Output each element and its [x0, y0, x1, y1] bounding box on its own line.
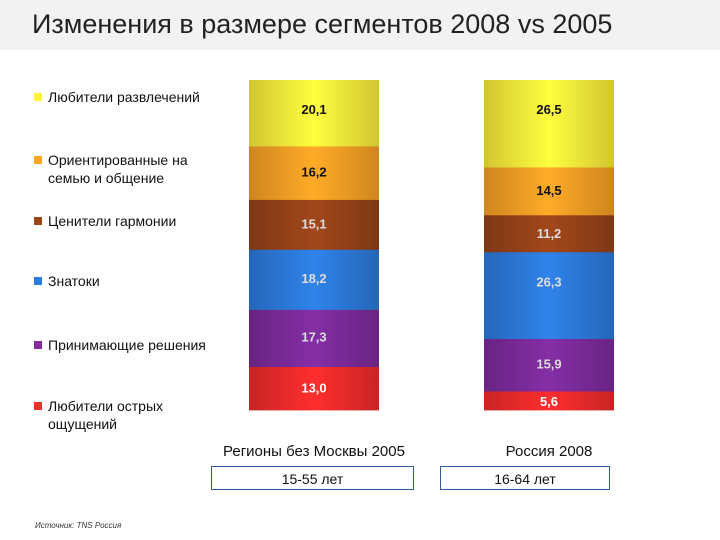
category-label: Регионы без Москвы 2005	[223, 443, 405, 460]
page-title: Изменения в размере сегментов 2008 vs 20…	[32, 9, 613, 39]
legend-swatch	[34, 277, 42, 285]
data-label: 11,2	[537, 226, 562, 241]
data-label: 18,2	[301, 271, 326, 286]
bar-segment	[484, 339, 614, 392]
bar-segment	[249, 367, 379, 411]
data-label: 26,3	[536, 274, 561, 289]
legend-swatch	[34, 341, 42, 349]
bar-segment	[249, 199, 379, 251]
bar-segment	[484, 167, 614, 216]
bar-segment	[249, 80, 379, 147]
data-label: 16,2	[301, 164, 326, 179]
data-label: 15,9	[536, 357, 561, 372]
data-label: 26,5	[536, 102, 561, 117]
data-label: 13,0	[301, 380, 326, 395]
data-label: 17,3	[301, 330, 326, 345]
age-range-box: 15-55 лет	[211, 466, 414, 490]
legend-swatch	[34, 402, 42, 410]
bar-segment	[484, 215, 614, 253]
legend-swatch	[34, 156, 42, 164]
legend-swatch	[34, 93, 42, 101]
legend-item: Принимающие решения	[34, 336, 224, 354]
bar-segment	[249, 249, 379, 311]
legend-item: Ценители гармонии	[34, 212, 224, 230]
bar-segment	[249, 146, 379, 201]
legend-label: Знатоки	[48, 273, 100, 289]
data-label: 14,5	[536, 183, 561, 198]
legend-item: Знатоки	[34, 272, 224, 290]
legend-item: Любители острых ощущений	[34, 397, 224, 433]
legend-label: Ориентированные на семью и общение	[48, 152, 188, 186]
legend-item: Любители развлечений	[34, 88, 224, 106]
bar-segment	[484, 80, 614, 168]
legend-item: Ориентированные на семью и общение	[34, 151, 224, 187]
legend-label: Любители острых ощущений	[48, 398, 164, 432]
legend-label: Ценители гармонии	[48, 213, 177, 229]
stacked-bar-chart: 20,1 16,2 15,1 18,2 17,3 13,0 26,5 14,5 11,2 26,3…	[249, 80, 614, 411]
bar-segment	[484, 391, 614, 411]
legend-swatch	[34, 217, 42, 225]
source-note: Источник: TNS Россия	[35, 521, 122, 530]
legend-label: Принимающие решения	[48, 337, 206, 353]
data-label: 20,1	[301, 102, 326, 117]
bar-segment	[249, 309, 379, 368]
category-label: Россия 2008	[505, 443, 593, 460]
bar-segment	[484, 252, 614, 340]
age-range-box: 16-64 лет	[440, 466, 610, 490]
header-bar: Изменения в размере сегментов 2008 vs 20…	[0, 0, 720, 50]
data-label: 5,6	[540, 394, 558, 409]
legend-label: Любители развлечений	[48, 89, 200, 105]
data-label: 15,1	[301, 216, 326, 231]
